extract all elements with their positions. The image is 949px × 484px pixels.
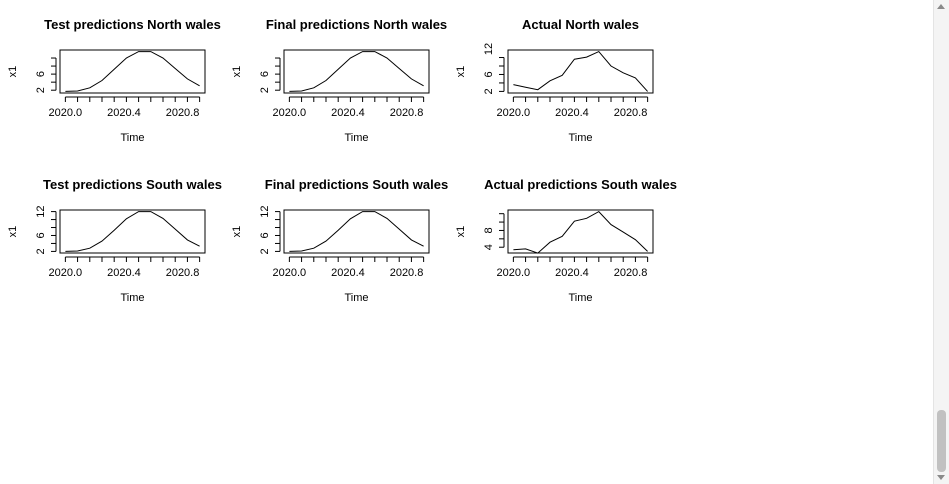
chart-title: Final predictions North wales — [266, 17, 447, 32]
x-tick-label: 2020.0 — [273, 107, 307, 119]
chart-panel-5: Final predictions South wales Time x1 2020.… — [231, 177, 448, 304]
y-axis-label: x1 — [7, 226, 19, 238]
y-tick-label: 6 — [259, 71, 271, 77]
y-tick-label: 2 — [483, 88, 495, 94]
y-tick-label: 12 — [259, 205, 271, 217]
y-tick-label: 4 — [483, 244, 495, 250]
x-axis-label: Time — [568, 132, 592, 144]
x-tick-label: 2020.8 — [166, 107, 200, 119]
y-tick-label: 12 — [35, 205, 47, 217]
x-axis-label: Time — [344, 292, 368, 304]
y-axis-label: x1 — [231, 66, 243, 78]
plot-frame — [283, 49, 430, 94]
x-axis-label: Time — [344, 132, 368, 144]
chart-panel-2: Final predictions North wales Time x1 2020.… — [231, 17, 447, 144]
y-tick-label: 2 — [259, 248, 271, 254]
x-tick-label: 2020.4 — [331, 107, 365, 119]
x-tick-label: 2020.8 — [614, 107, 648, 119]
y-tick-label: 6 — [35, 71, 47, 77]
x-tick-label: 2020.0 — [49, 107, 83, 119]
plot-frame — [283, 209, 430, 254]
scrollbar-thumb[interactable] — [937, 410, 946, 472]
y-tick-label: 2 — [35, 87, 47, 93]
chart-title: Actual predictions South wales — [484, 177, 677, 192]
x-tick-label: 2020.8 — [390, 107, 424, 119]
y-tick-label: 2 — [35, 248, 47, 254]
chart-panel-1: Test predictions North wales Time x1 2020.0… — [7, 17, 221, 144]
plot-frame — [59, 209, 206, 254]
y-tick-label: 2 — [259, 87, 271, 93]
x-axis-label: Time — [568, 292, 592, 304]
plot-frame — [507, 49, 654, 94]
chart-title: Test predictions South wales — [43, 177, 222, 192]
chart-panel-3: Actual North wales Time x1 2020.0 2020.4 2020… — [455, 17, 654, 144]
vertical-scrollbar[interactable] — [933, 0, 949, 484]
series-line — [513, 50, 648, 92]
x-tick-label: 2020.4 — [555, 267, 589, 279]
x-tick-label: 2020.8 — [390, 267, 424, 279]
y-tick-label: 6 — [259, 232, 271, 238]
y-tick-label: 6 — [35, 232, 47, 238]
x-tick-label: 2020.0 — [497, 267, 531, 279]
x-tick-label: 2020.8 — [166, 267, 200, 279]
x-tick-label: 2020.0 — [497, 107, 531, 119]
series-line — [289, 51, 424, 92]
x-tick-label: 2020.0 — [49, 267, 83, 279]
x-tick-label: 2020.4 — [331, 267, 365, 279]
chart-title: Final predictions South wales — [265, 177, 448, 192]
x-tick-label: 2020.4 — [555, 107, 589, 119]
series-line — [289, 211, 424, 252]
y-axis-label: x1 — [455, 66, 467, 78]
y-tick-label: 12 — [483, 43, 495, 55]
chart-panel-6: Actual predictions South wales Time x1 2020… — [455, 177, 677, 304]
y-axis-label: x1 — [455, 226, 467, 238]
plot-frame — [59, 49, 206, 94]
scroll-down-arrow-icon[interactable] — [937, 475, 945, 480]
chart-title: Test predictions North wales — [44, 17, 221, 32]
series-line — [65, 211, 200, 252]
x-tick-label: 2020.4 — [107, 267, 141, 279]
chart-panel-4: Test predictions South wales Time x1 2020.0… — [7, 177, 222, 304]
x-axis-label: Time — [120, 292, 144, 304]
x-axis-label: Time — [120, 132, 144, 144]
series-line — [513, 210, 648, 254]
chart-title: Actual North wales — [522, 17, 639, 32]
scroll-up-arrow-icon[interactable] — [937, 4, 945, 9]
y-tick-label: 6 — [483, 71, 495, 77]
x-tick-label: 2020.0 — [273, 267, 307, 279]
series-line — [65, 51, 200, 92]
y-axis-label: x1 — [231, 226, 243, 238]
plot-frame — [507, 209, 654, 254]
y-axis-label: x1 — [7, 66, 19, 78]
x-tick-label: 2020.4 — [107, 107, 141, 119]
x-tick-label: 2020.8 — [614, 267, 648, 279]
y-tick-label: 8 — [483, 227, 495, 233]
